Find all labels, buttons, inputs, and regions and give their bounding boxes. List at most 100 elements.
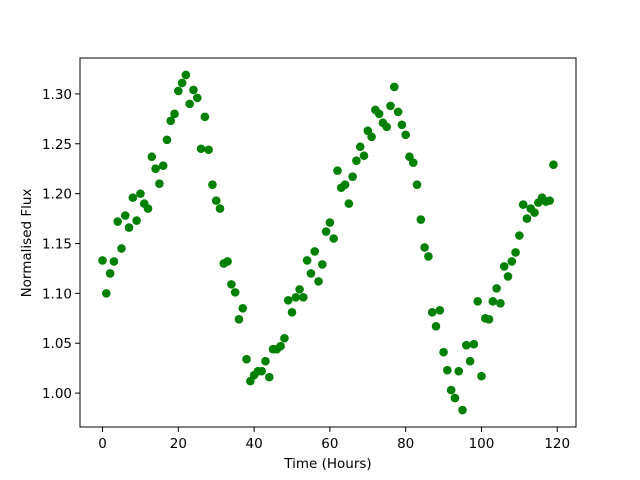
point [136, 189, 145, 198]
point [522, 214, 532, 223]
point [132, 216, 141, 225]
point [435, 306, 445, 315]
point [295, 285, 304, 294]
point [374, 109, 384, 119]
point [299, 293, 308, 302]
point [499, 262, 509, 271]
point [367, 132, 376, 142]
point [227, 280, 236, 289]
point [416, 215, 426, 224]
y-tick-label: 1.30 [42, 87, 72, 103]
point [261, 356, 270, 366]
point [352, 156, 361, 166]
point [462, 340, 471, 350]
point [158, 161, 168, 171]
point [105, 269, 115, 278]
point [431, 321, 441, 331]
point [257, 366, 266, 376]
point [174, 86, 183, 96]
point [162, 135, 172, 145]
point [204, 145, 213, 155]
point [200, 112, 210, 122]
point [143, 204, 153, 213]
x-tick-label: 0 [98, 436, 107, 452]
point [545, 196, 554, 205]
point [211, 196, 221, 205]
point [420, 243, 429, 252]
y-tick-label: 1.00 [42, 386, 72, 402]
point [166, 116, 176, 126]
x-tick-label: 60 [321, 436, 338, 452]
point [492, 284, 501, 293]
point [340, 180, 350, 189]
point [234, 314, 244, 324]
point [192, 93, 202, 103]
point [359, 151, 369, 161]
point [181, 70, 191, 80]
point [450, 393, 460, 403]
x-tick-label: 120 [544, 436, 570, 452]
point [515, 231, 524, 240]
point [382, 122, 392, 132]
point [128, 193, 138, 202]
point [458, 405, 467, 415]
point [465, 356, 475, 366]
y-tick-label: 1.10 [42, 286, 72, 302]
point [473, 297, 482, 306]
point [238, 304, 248, 313]
point [287, 308, 297, 317]
point [355, 142, 365, 152]
point [530, 208, 539, 217]
point [318, 260, 327, 269]
point [242, 354, 251, 364]
point [291, 293, 301, 302]
point [477, 371, 486, 381]
point [507, 257, 517, 266]
point [446, 385, 456, 395]
point [264, 372, 274, 382]
y-axis-label: Normalised Flux [19, 189, 35, 298]
point [454, 366, 464, 376]
point [424, 252, 433, 261]
point [469, 339, 479, 349]
point [321, 227, 331, 236]
point [223, 257, 232, 266]
point [276, 341, 285, 351]
point [302, 256, 312, 265]
point [344, 199, 354, 208]
point [283, 296, 293, 305]
point [488, 297, 498, 306]
point [113, 217, 123, 226]
point [170, 109, 179, 119]
point [117, 244, 126, 253]
point [230, 288, 240, 297]
point [314, 277, 323, 286]
x-axis-label: Time (Hours) [283, 456, 371, 472]
point [280, 333, 289, 343]
point [401, 130, 410, 140]
x-tick-label: 20 [170, 436, 187, 452]
point [333, 166, 342, 175]
point [124, 223, 134, 232]
point [443, 365, 452, 375]
point [503, 272, 513, 281]
point [484, 314, 494, 324]
y-tick-label: 1.15 [42, 236, 72, 252]
point [306, 269, 316, 278]
point [151, 164, 160, 173]
point [208, 180, 217, 189]
point [496, 299, 505, 308]
point [185, 99, 194, 109]
point [390, 82, 399, 92]
point [177, 78, 187, 88]
point [408, 158, 418, 168]
point [155, 179, 164, 188]
point [310, 247, 320, 256]
point [102, 289, 111, 298]
point [98, 256, 107, 265]
point [196, 144, 206, 154]
point [109, 257, 119, 266]
point [518, 200, 528, 209]
